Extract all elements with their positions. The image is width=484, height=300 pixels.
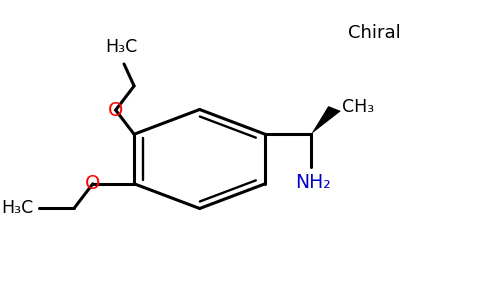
Text: NH₂: NH₂	[295, 173, 331, 192]
Text: O: O	[85, 174, 101, 193]
Text: Chiral: Chiral	[348, 24, 400, 42]
Text: H₃C: H₃C	[1, 199, 34, 217]
Text: CH₃: CH₃	[342, 98, 374, 116]
Polygon shape	[311, 106, 341, 134]
Text: H₃C: H₃C	[106, 38, 138, 56]
Text: O: O	[108, 100, 123, 120]
